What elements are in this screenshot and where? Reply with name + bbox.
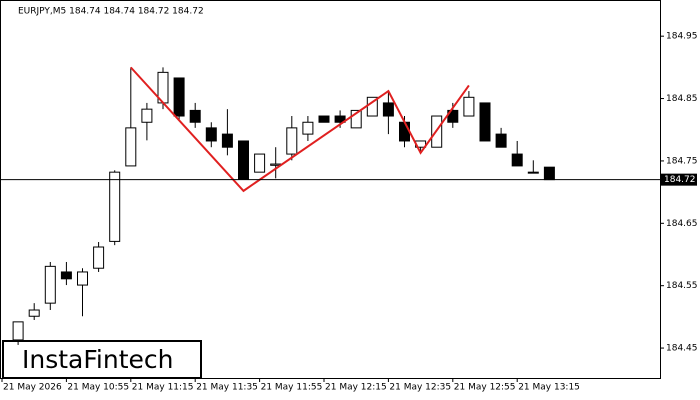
logo-box (2, 340, 202, 379)
current-price-label: 184.72 (664, 175, 696, 185)
candle-body (44, 265, 56, 304)
candle-body (12, 321, 24, 341)
logo: InstaFintech (22, 345, 174, 374)
candle-body (221, 133, 233, 148)
candle-body (189, 109, 201, 123)
candle-body (543, 166, 555, 181)
current-price-box (661, 173, 697, 186)
x-tick-label: 21 May 11:35 (196, 383, 258, 393)
y-tick-label: 184.55 (666, 281, 698, 291)
x-tick-label: 21 May 12:15 (325, 383, 387, 393)
candle-body (527, 171, 539, 174)
y-tick-label: 184.65 (666, 219, 698, 229)
candle-body (254, 153, 266, 173)
x-tick-label: 21 May 10:55 (67, 383, 129, 393)
candle-body (350, 109, 362, 129)
chart-title: EURJPY,M5 184.74 184.74 184.72 184.72 (18, 7, 204, 17)
candle-body (77, 271, 88, 286)
x-tick-label: 21 May 11:55 (261, 383, 323, 393)
candle-body (238, 140, 249, 180)
y-tick-label: 184.75 (666, 156, 698, 166)
candle-body (93, 246, 105, 269)
x-tick-label: 21 May 12:35 (389, 383, 451, 393)
candle-body (495, 133, 507, 148)
candle-body (286, 127, 298, 155)
candle-body (511, 153, 523, 167)
candle-body (109, 171, 121, 242)
candle-body (205, 127, 217, 142)
x-tick-label: 21 May 13:15 (518, 383, 580, 393)
candle-body (382, 102, 394, 117)
candle-body (173, 77, 185, 117)
candle-body (60, 271, 72, 280)
y-tick-label: 184.45 (666, 344, 698, 354)
pattern-line (130, 66, 470, 193)
candle-body (302, 121, 314, 135)
candle-body (399, 121, 410, 142)
y-tick-label: 184.95 (666, 32, 698, 42)
candle-body (125, 127, 137, 167)
x-tick-label: 21 May 11:15 (132, 383, 194, 393)
candle-body (463, 96, 475, 117)
x-tick-label: 21 May 12:55 (454, 383, 516, 393)
candle-body (28, 309, 40, 317)
y-tick-label: 184.85 (666, 94, 698, 104)
plot-frame (0, 0, 661, 379)
candle-body (318, 115, 330, 123)
x-tick-label: 21 May 2026 (3, 383, 62, 393)
candle-body (479, 102, 491, 142)
candle-body (334, 115, 346, 123)
candle-body (141, 108, 153, 123)
